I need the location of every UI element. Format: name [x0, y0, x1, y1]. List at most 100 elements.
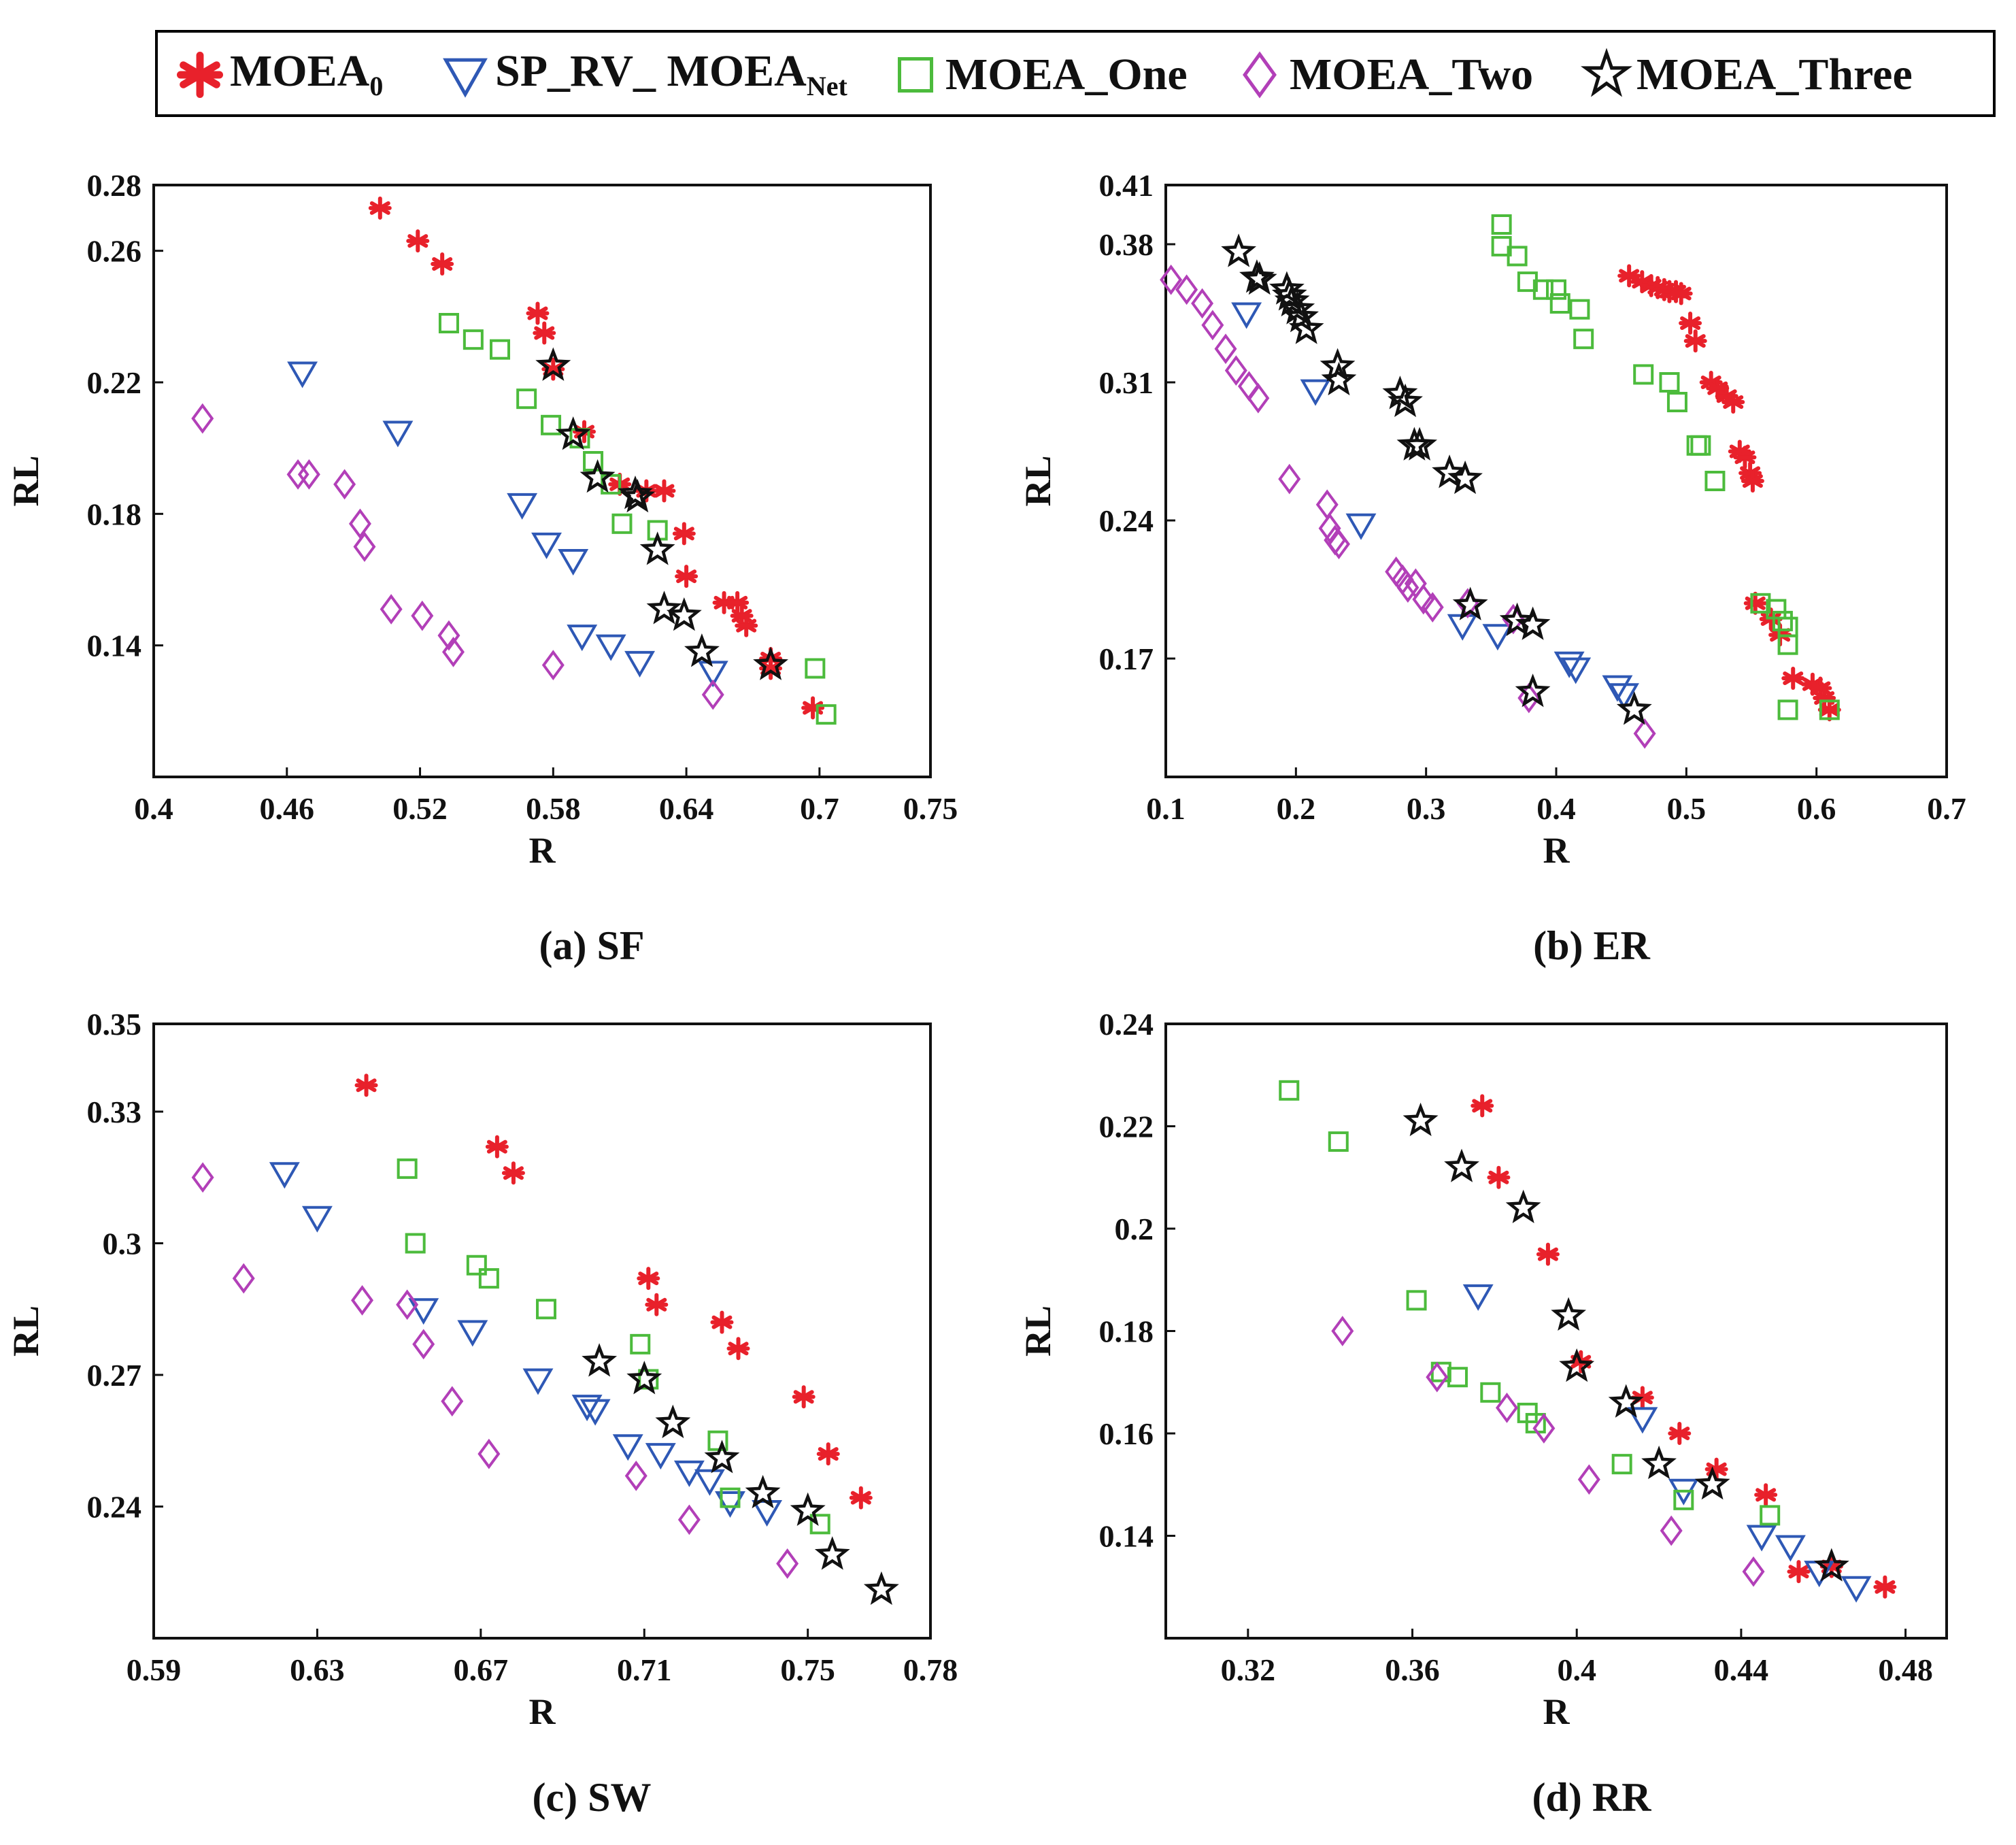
sw-point-asterisk	[637, 1267, 660, 1291]
sw-point-triangle	[694, 1469, 725, 1496]
sf-point-star	[535, 347, 571, 381]
sw-point-square	[478, 1268, 499, 1289]
er-x-tick-label: 0.1	[1146, 791, 1186, 826]
sf-point-asterisk	[675, 565, 699, 588]
er-point-diamond	[1396, 572, 1419, 603]
sf-point-diamond	[297, 459, 320, 490]
sf-point-triangle	[595, 634, 626, 661]
rr-series-star	[1402, 1102, 1849, 1582]
sw-point-asterisk	[485, 1135, 509, 1159]
er-y-tick-label: 0.17	[1099, 642, 1154, 676]
sf-series-triangle	[287, 361, 728, 688]
triangle-down-icon	[443, 58, 488, 98]
sf-x-axis-title: R	[529, 830, 556, 871]
rr-point-triangle	[1746, 1525, 1777, 1552]
rr-point-star	[1559, 1348, 1595, 1382]
rr-point-star	[1505, 1189, 1541, 1223]
er-point-diamond	[1214, 333, 1237, 365]
rr-point-asterisk	[1787, 1560, 1811, 1584]
sf-point-diamond	[411, 600, 434, 631]
sf-x-tick-label: 0.52	[392, 791, 448, 826]
er-x-tick-label: 0.2	[1277, 791, 1316, 826]
sw-point-star	[582, 1343, 618, 1377]
rr-point-star	[1641, 1445, 1677, 1480]
legend-label-moea0: MOEA0	[230, 46, 384, 102]
sw-point-square	[720, 1487, 741, 1508]
sw-y-tick-label: 0.33	[87, 1095, 142, 1129]
sf-x-tick-label: 0.75	[903, 791, 958, 826]
sw-point-diamond	[412, 1329, 435, 1360]
er-point-asterisk	[1721, 390, 1745, 414]
er-point-square	[1819, 699, 1840, 720]
er-y-tick-label: 0.38	[1099, 227, 1154, 262]
rr-point-diamond	[1742, 1556, 1765, 1587]
sf-point-square	[463, 329, 484, 350]
sw-point-triangle	[715, 1491, 745, 1518]
rr-point-star	[1444, 1148, 1479, 1182]
sw-x-tick-label: 0.71	[617, 1652, 672, 1687]
er-x-tick-label: 0.7	[1927, 791, 1966, 826]
sf-y-axis-title: RL	[5, 455, 46, 506]
er-point-star	[1271, 277, 1307, 311]
er-point-square	[1633, 364, 1654, 385]
er-point-triangle	[1560, 657, 1592, 684]
sf-point-square	[611, 513, 633, 534]
sf-point-asterisk	[368, 196, 392, 220]
sf-caption: (a) SF	[539, 923, 645, 968]
er-point-triangle	[1482, 624, 1513, 651]
legend-item-three: MOEA_Three	[1578, 44, 1913, 106]
sf-series-star	[535, 347, 788, 680]
sf-point-diamond	[437, 620, 460, 651]
rr-y-tick-label: 0.16	[1099, 1416, 1154, 1451]
sw-point-triangle	[571, 1395, 603, 1422]
diamond-icon	[1243, 51, 1277, 99]
rr-point-square	[1673, 1489, 1694, 1510]
er-point-square	[1569, 299, 1590, 320]
er-point-diamond	[1633, 718, 1656, 749]
rr-point-star	[1813, 1548, 1849, 1582]
sw-point-star	[704, 1440, 740, 1474]
er-x-tick-label: 0.3	[1407, 791, 1446, 826]
sw-x-tick-label: 0.59	[127, 1652, 182, 1687]
sw-point-square	[405, 1233, 426, 1254]
sf-point-triangle	[287, 361, 318, 388]
sf-point-diamond	[353, 531, 376, 563]
sw-point-asterisk	[816, 1442, 840, 1466]
sf-y-tick-label: 0.28	[87, 168, 142, 203]
rr-point-star	[1694, 1466, 1730, 1500]
rr-point-asterisk	[1668, 1422, 1692, 1445]
sf-point-triangle	[558, 549, 589, 576]
sf-point-triangle	[697, 661, 728, 688]
sf-point-square	[816, 704, 837, 725]
sf-point-asterisk	[672, 522, 696, 546]
sw-x-axis-title: R	[529, 1691, 556, 1732]
sf-series-diamond	[191, 403, 724, 710]
sf-point-diamond	[380, 594, 403, 625]
sf-x-tick-label: 0.7	[800, 791, 839, 826]
rr-point-asterisk	[1754, 1483, 1778, 1507]
sw-point-diamond	[191, 1162, 214, 1193]
er-point-star	[1241, 261, 1277, 295]
sw-point-star	[863, 1571, 899, 1606]
legend-item-one: MOEA_One	[887, 44, 1188, 106]
er-point-star	[1402, 427, 1438, 461]
sf-point-triangle	[531, 532, 562, 559]
sf-point-square	[805, 658, 826, 679]
er-point-star	[1452, 586, 1488, 620]
rr-point-star	[1551, 1297, 1587, 1331]
sw-point-triangle	[408, 1298, 439, 1325]
rr-point-square	[1279, 1080, 1300, 1101]
sw-plot-frame	[152, 1023, 932, 1640]
er-point-asterisk	[1733, 446, 1757, 469]
sf-point-diamond	[701, 679, 724, 710]
sf-point-star	[579, 459, 616, 493]
er-x-tick-label: 0.5	[1667, 791, 1707, 826]
er-caption: (b) ER	[1533, 923, 1650, 968]
sw-point-star	[626, 1361, 662, 1395]
rr-point-diamond	[1532, 1413, 1556, 1444]
rr-y-axis-title: RL	[1018, 1306, 1058, 1357]
legend-box: MOEA0 SP_RV_ MOEANet MOEA_One MOEA_Two M…	[155, 30, 1996, 117]
sw-x-tick-label: 0.63	[290, 1652, 345, 1687]
rr-point-square	[1328, 1131, 1349, 1152]
er-point-star	[1432, 454, 1468, 488]
